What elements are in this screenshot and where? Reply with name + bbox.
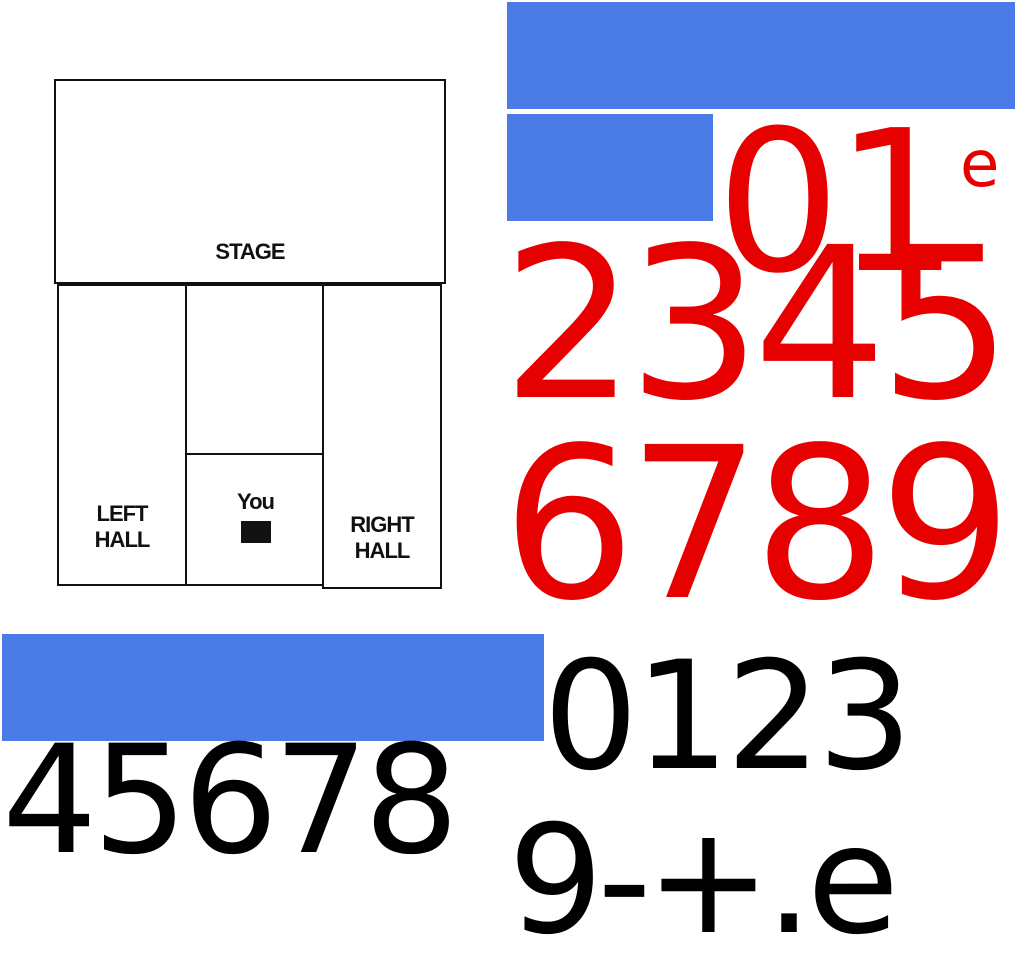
right-hall-label-line2: HALL xyxy=(354,538,411,563)
you-marker xyxy=(241,521,271,543)
red-glyphs-line2: 2345 xyxy=(502,202,1012,447)
stage-area[interactable]: STAGE xyxy=(54,79,446,284)
red-glyphs-line1-suffix: e xyxy=(960,128,1000,202)
left-hall-area[interactable]: LEFT HALL xyxy=(57,284,187,586)
red-glyphs-line1: 01 xyxy=(716,89,959,317)
left-hall-label-line2: HALL xyxy=(94,527,151,552)
center-upper-area[interactable] xyxy=(185,284,324,455)
black-glyphs-line2: 45678 xyxy=(2,714,459,888)
you-area[interactable]: You xyxy=(185,453,326,586)
blue-block-bottom xyxy=(2,634,544,741)
blue-block-top xyxy=(507,2,1015,109)
red-glyphs-line3: 6789 xyxy=(502,402,1012,647)
floor-plan: STAGE LEFT HALL You RIGHT HALL xyxy=(54,79,448,591)
right-hall-label: RIGHT HALL xyxy=(324,512,440,564)
you-label: You xyxy=(237,489,275,514)
left-hall-label: LEFT HALL xyxy=(59,501,185,553)
right-hall-label-line1: RIGHT xyxy=(350,512,414,537)
blue-block-middle xyxy=(507,114,713,221)
black-glyphs-line3: 9-+.e xyxy=(508,794,899,968)
right-hall-area[interactable]: RIGHT HALL xyxy=(322,284,442,589)
black-glyphs-line1: 0123 xyxy=(543,630,913,804)
stage-label: STAGE xyxy=(215,239,285,264)
left-hall-label-line1: LEFT xyxy=(96,501,149,526)
